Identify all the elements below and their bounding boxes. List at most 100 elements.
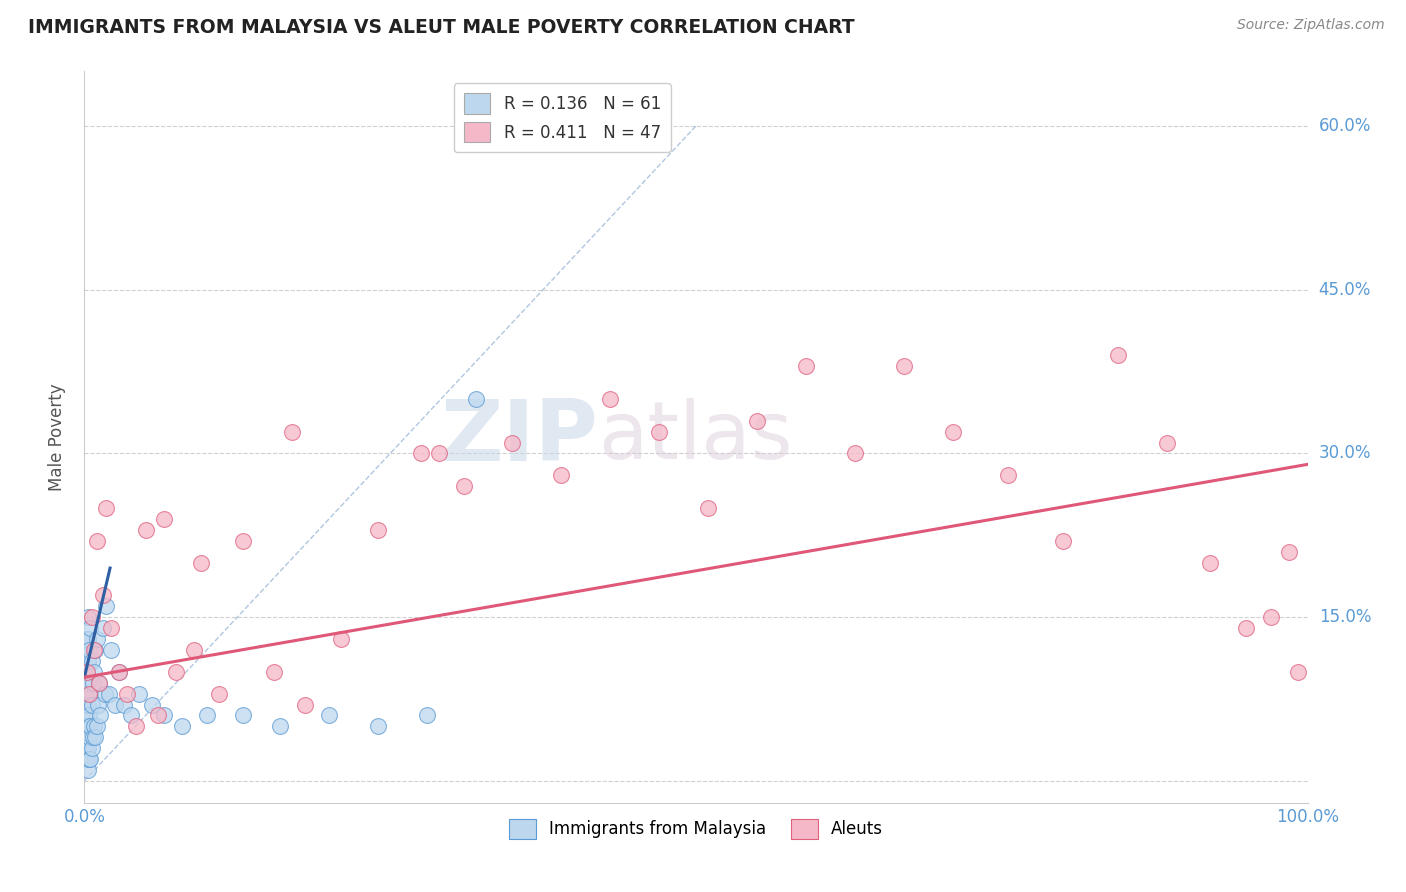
Point — [997, 468, 1019, 483]
Point — [97, 687, 120, 701]
Point — [76, 698, 98, 712]
Point — [146, 708, 169, 723]
Text: atlas: atlas — [598, 398, 793, 476]
Point — [87, 698, 110, 712]
Point — [80, 654, 103, 668]
Point — [77, 708, 100, 723]
Point — [75, 719, 97, 733]
Point — [75, 741, 97, 756]
Point — [77, 731, 100, 745]
Point — [77, 675, 100, 690]
Point — [76, 632, 98, 646]
Point — [550, 468, 572, 483]
Point — [1278, 545, 1301, 559]
Point — [77, 654, 100, 668]
Point — [82, 675, 104, 690]
Point — [1236, 621, 1258, 635]
Point — [91, 621, 114, 635]
Point — [86, 632, 108, 646]
Text: 60.0%: 60.0% — [1319, 117, 1371, 135]
Point — [75, 643, 97, 657]
Text: 30.0%: 30.0% — [1319, 444, 1371, 462]
Point — [183, 643, 205, 657]
Point — [141, 698, 163, 712]
Point — [1260, 610, 1282, 624]
Point — [96, 501, 118, 516]
Point — [1198, 556, 1220, 570]
Point — [464, 392, 486, 406]
Point — [112, 698, 135, 712]
Point — [76, 719, 98, 733]
Point — [232, 533, 254, 548]
Point — [77, 687, 100, 701]
Point — [747, 414, 769, 428]
Point — [77, 763, 100, 777]
Y-axis label: Male Poverty: Male Poverty — [48, 384, 66, 491]
Point — [83, 665, 105, 679]
Point — [100, 643, 122, 657]
Point — [135, 523, 157, 537]
Point — [82, 731, 104, 745]
Point — [502, 435, 524, 450]
Point — [79, 719, 101, 733]
Point — [80, 610, 103, 624]
Point — [76, 665, 98, 679]
Point — [330, 632, 353, 646]
Point — [172, 719, 194, 733]
Point — [84, 731, 107, 745]
Point — [367, 523, 389, 537]
Point — [208, 687, 231, 701]
Point — [427, 446, 450, 460]
Point — [75, 665, 97, 679]
Point — [86, 719, 108, 733]
Point — [77, 610, 100, 624]
Point — [269, 719, 291, 733]
Text: ZIP: ZIP — [440, 395, 598, 479]
Point — [294, 698, 316, 712]
Point — [1156, 435, 1178, 450]
Point — [75, 687, 97, 701]
Point — [87, 675, 110, 690]
Point — [128, 687, 150, 701]
Point — [893, 359, 915, 373]
Point — [77, 752, 100, 766]
Point — [79, 687, 101, 701]
Point — [281, 425, 304, 439]
Text: 45.0%: 45.0% — [1319, 281, 1371, 299]
Point — [80, 698, 103, 712]
Point — [96, 599, 118, 614]
Point — [77, 698, 100, 712]
Point — [263, 665, 285, 679]
Point — [165, 665, 187, 679]
Point — [120, 708, 142, 723]
Point — [77, 719, 100, 733]
Point — [697, 501, 720, 516]
Point — [125, 719, 148, 733]
Point — [599, 392, 621, 406]
Point — [409, 446, 432, 460]
Point — [86, 533, 108, 548]
Point — [648, 425, 671, 439]
Point — [100, 621, 122, 635]
Point — [1286, 665, 1309, 679]
Point — [75, 708, 97, 723]
Point — [89, 708, 111, 723]
Point — [83, 719, 105, 733]
Point — [76, 752, 98, 766]
Point — [87, 675, 110, 690]
Point — [844, 446, 866, 460]
Text: 15.0%: 15.0% — [1319, 608, 1371, 626]
Point — [115, 687, 138, 701]
Point — [153, 512, 176, 526]
Point — [77, 643, 100, 657]
Point — [1107, 348, 1129, 362]
Point — [107, 665, 129, 679]
Point — [77, 741, 100, 756]
Point — [80, 741, 103, 756]
Point — [104, 698, 127, 712]
Point — [153, 708, 176, 723]
Point — [94, 687, 117, 701]
Point — [416, 708, 439, 723]
Point — [77, 632, 100, 646]
Point — [195, 708, 218, 723]
